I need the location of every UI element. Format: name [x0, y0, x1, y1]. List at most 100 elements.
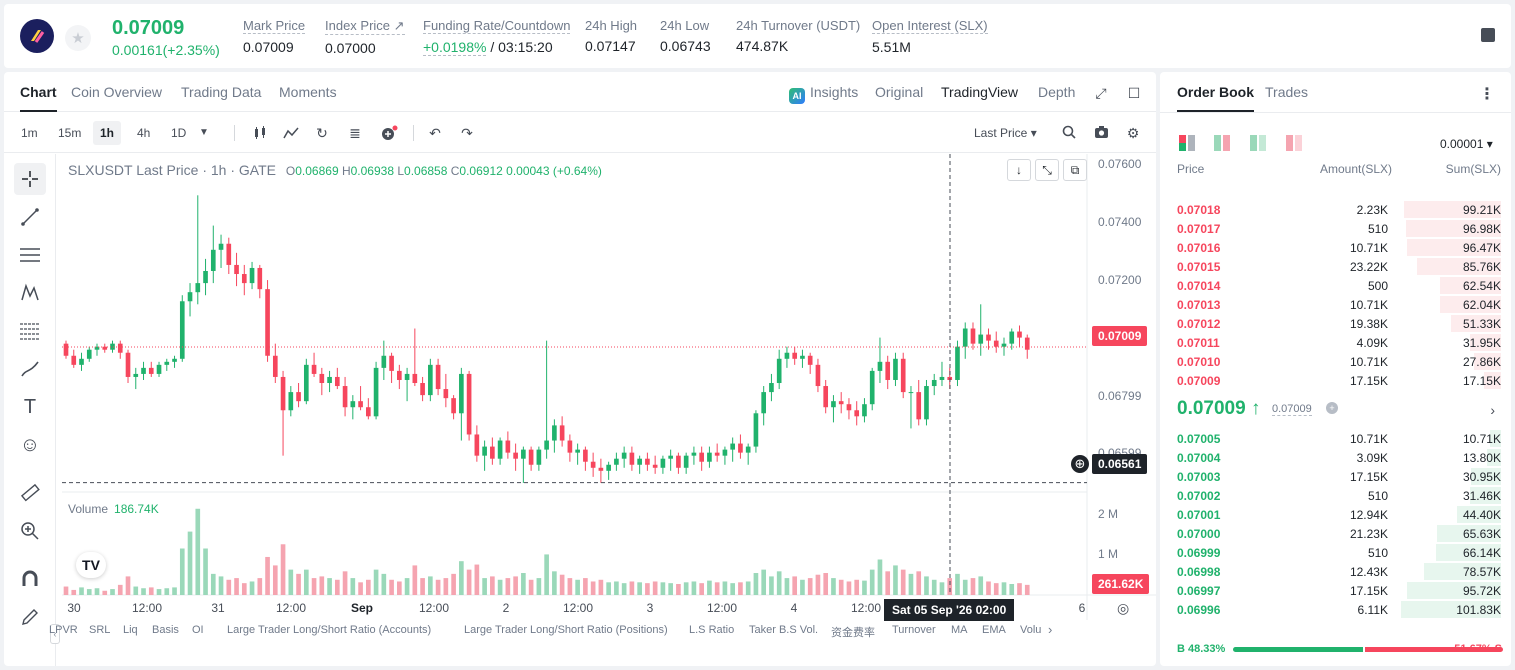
ask-row[interactable]: 0.07018 2.23K 99.21K	[1160, 200, 1511, 219]
indicator-ma[interactable]: MA	[951, 624, 968, 636]
expand-icon[interactable]: ⤢	[1095, 85, 1107, 101]
indicator-lt-ls-accounts[interactable]: Large Trader Long/Short Ratio (Accounts)	[227, 624, 432, 636]
tf-1m[interactable]: 1m	[21, 126, 38, 140]
undo-icon[interactable]: ↶	[429, 125, 441, 141]
layout-green-icon[interactable]	[1250, 135, 1266, 151]
add-alert-icon[interactable]	[380, 125, 398, 141]
bid-row[interactable]: 0.07005 10.71K 10.71K	[1160, 429, 1511, 448]
indicator-funding-rate[interactable]: 资金费率	[831, 627, 875, 639]
camera-icon[interactable]	[1093, 125, 1109, 141]
volume-bar	[893, 565, 898, 595]
brush-tool-icon[interactable]	[14, 353, 46, 385]
price-chart[interactable]	[4, 72, 1156, 666]
indicator-srl[interactable]: SRL	[89, 624, 111, 636]
tab-moments[interactable]: Moments	[279, 84, 337, 100]
more-icon[interactable]: ⋮	[1479, 86, 1495, 103]
chevron-right-icon[interactable]: ›	[1048, 622, 1053, 637]
chart-settings-icon[interactable]: ◎	[1117, 600, 1130, 616]
ask-row[interactable]: 0.07016 10.71K 96.47K	[1160, 238, 1511, 257]
fib-tool-icon[interactable]	[14, 315, 46, 347]
collapse-button[interactable]: ⤡	[1035, 159, 1059, 181]
precision-select[interactable]: 0.00001 ▾	[1440, 137, 1493, 151]
ruler-tool-icon[interactable]	[14, 477, 46, 509]
tab-order-book[interactable]: Order Book	[1177, 84, 1255, 112]
tf-1h[interactable]: 1h	[93, 121, 122, 145]
order-sum: 51.33K	[1462, 317, 1501, 331]
tf-4h[interactable]: 4h	[137, 126, 151, 140]
favorite-star-icon[interactable]: ★	[65, 25, 91, 51]
bid-row[interactable]: 0.06996 6.11K 101.83K	[1160, 600, 1511, 619]
tab-chart[interactable]: Chart	[20, 84, 57, 112]
tab-trading-data[interactable]: Trading Data	[181, 84, 262, 100]
redo-icon[interactable]: ↷	[461, 125, 473, 141]
scroll-down-button[interactable]: ↓	[1007, 159, 1031, 181]
zoom-in-icon[interactable]	[14, 515, 46, 547]
indicator-lt-ls-positions[interactable]: Large Trader Long/Short Ratio (Positions…	[464, 624, 668, 636]
indicator-turnover[interactable]: Turnover	[892, 624, 936, 636]
tab-original[interactable]: Original	[875, 84, 924, 100]
indicator-basis[interactable]: Basis	[152, 624, 179, 636]
bid-row[interactable]: 0.07000 21.23K 65.63K	[1160, 524, 1511, 543]
layout-both-icon[interactable]	[1179, 135, 1195, 151]
window-icon[interactable]: ☐	[1127, 85, 1141, 101]
chevron-right-icon[interactable]: ›	[1490, 402, 1495, 418]
fullscreen-button[interactable]: ⧉	[1063, 159, 1087, 181]
ask-row[interactable]: 0.07012 19.38K 51.33K	[1160, 314, 1511, 333]
stat-funding-rate: Funding Rate/Countdown +0.0198% / 03:15:…	[423, 18, 571, 56]
horizontal-lines-tool-icon[interactable]	[14, 239, 46, 271]
price-type-select[interactable]: Last Price ▾	[974, 126, 1037, 140]
bid-row[interactable]: 0.07004 3.09K 13.80K	[1160, 448, 1511, 467]
ask-row[interactable]: 0.07015 23.22K 85.76K	[1160, 257, 1511, 276]
collapse-toolbar-button[interactable]: ‹	[50, 624, 60, 644]
bid-row[interactable]: 0.07001 12.94K 44.40K	[1160, 505, 1511, 524]
indicator-oi[interactable]: OI	[192, 624, 204, 636]
search-icon[interactable]	[1061, 125, 1077, 141]
text-tool-icon[interactable]: T	[23, 395, 37, 418]
tab-trades[interactable]: Trades	[1265, 84, 1309, 100]
tf-1d[interactable]: 1D	[171, 126, 187, 140]
tab-depth[interactable]: Depth	[1038, 84, 1076, 100]
replay-icon[interactable]: ↻	[316, 125, 328, 141]
layout-red-icon[interactable]	[1286, 135, 1302, 151]
indicator-ema[interactable]: EMA	[982, 624, 1006, 636]
stat-index-price[interactable]: Index Price ↗ 0.07000	[325, 18, 405, 56]
ask-row[interactable]: 0.07009 17.15K 17.15K	[1160, 371, 1511, 390]
tab-tradingview[interactable]: TradingView	[941, 84, 1019, 100]
bid-row[interactable]: 0.07003 17.15K 30.95K	[1160, 467, 1511, 486]
tab-insights[interactable]: AI Insights	[789, 84, 858, 104]
volume-bar	[334, 579, 340, 595]
bid-row[interactable]: 0.07002 510 31.46K	[1160, 486, 1511, 505]
indicator-taker-vol[interactable]: Taker B.S Vol.	[749, 624, 819, 636]
tf-15m[interactable]: 15m	[58, 126, 82, 140]
pattern-tool-icon[interactable]	[14, 277, 46, 309]
ask-row[interactable]: 0.07010 10.71K 27.86K	[1160, 352, 1511, 371]
ask-row[interactable]: 0.07011 4.09K 31.95K	[1160, 333, 1511, 352]
bid-row[interactable]: 0.06999 510 66.14K	[1160, 543, 1511, 562]
candle-body	[110, 343, 115, 350]
tab-coin-overview[interactable]: Coin Overview	[71, 84, 163, 100]
ask-row[interactable]: 0.07017 510 96.98K	[1160, 219, 1511, 238]
crosshair-tool-icon[interactable]	[14, 163, 46, 195]
indicator-liq[interactable]: Liq	[123, 624, 138, 636]
emoji-tool-icon[interactable]: ☺	[19, 433, 41, 456]
candle-body	[893, 358, 898, 380]
ask-row[interactable]: 0.07013 10.71K 62.04K	[1160, 295, 1511, 314]
indicator-volume[interactable]: Volu	[1020, 624, 1042, 636]
bid-row[interactable]: 0.06998 12.43K 78.57K	[1160, 562, 1511, 581]
indicator-ls-ratio[interactable]: L.S Ratio	[689, 624, 735, 636]
bid-row[interactable]: 0.06997 17.15K 95.72K	[1160, 581, 1511, 600]
indicators-icon[interactable]	[283, 125, 299, 141]
candle-type-icon[interactable]	[252, 125, 268, 141]
indicator-lpvr[interactable]: LPVR	[49, 624, 78, 636]
add-order-icon[interactable]: ⊕	[1071, 455, 1089, 473]
magnet-icon[interactable]	[14, 563, 46, 595]
layout-bids-icon[interactable]	[1214, 135, 1230, 151]
edit-lock-icon[interactable]	[14, 601, 46, 633]
caret-down-icon[interactable]: ▼	[199, 127, 209, 138]
ask-row[interactable]: 0.07014 500 62.54K	[1160, 276, 1511, 295]
trendline-tool-icon[interactable]	[14, 201, 46, 233]
book-icon[interactable]	[1481, 28, 1495, 42]
x-tick-label: 12:00	[418, 601, 450, 615]
template-icon[interactable]: ≣	[349, 125, 361, 141]
settings-gear-icon[interactable]: ⚙	[1126, 125, 1140, 141]
